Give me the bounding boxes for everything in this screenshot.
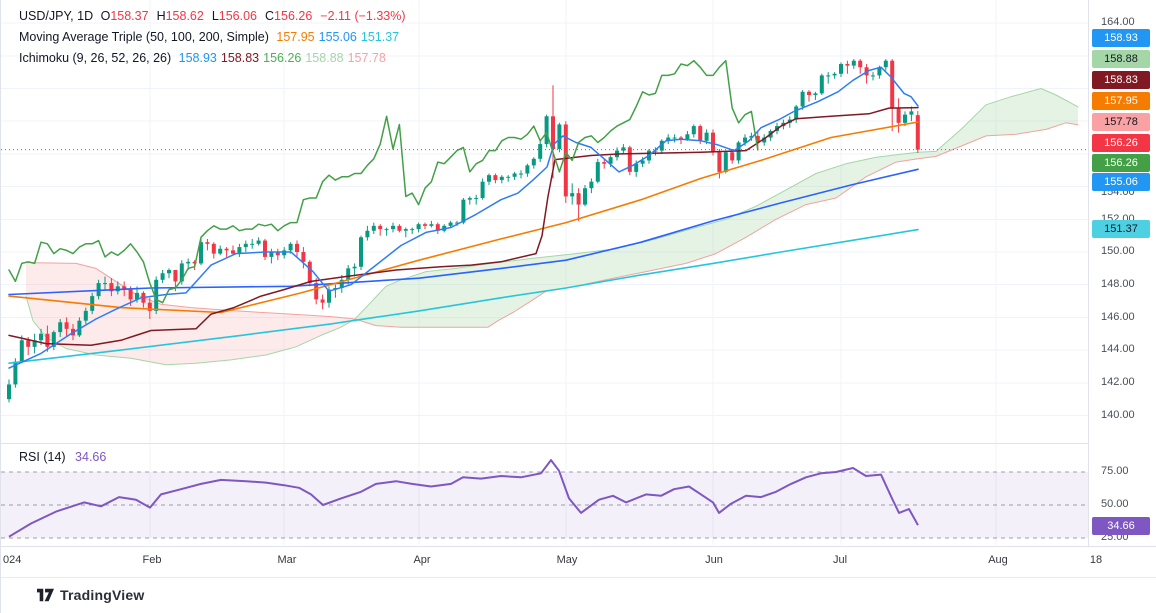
chart-canvas[interactable] <box>1 0 1088 577</box>
ma-value: 157.95 <box>276 30 315 44</box>
tradingview-logo[interactable]: TradingView <box>37 587 144 603</box>
price-badge: 156.26 <box>1092 154 1150 172</box>
ichimoku-cloud-green <box>355 88 1078 328</box>
rsi-value: 34.66 <box>75 450 107 464</box>
price-badge: 156.26 <box>1092 134 1150 152</box>
ohlc-values: O158.37 H158.62 L156.06 C156.26 −2.11 (−1.33… <box>101 9 414 23</box>
time-axis-label: 024 <box>3 554 22 566</box>
price-badge: 158.93 <box>1092 29 1150 47</box>
ichimoku-indicator-label: Ichimoku (9, 26, 52, 26, 26) <box>19 51 172 65</box>
price-axis[interactable]: 164.00 154.00 152.00 150.00 148.00 146.00 144.… <box>1088 0 1156 577</box>
legend-ma-row[interactable]: Moving Average Triple (50, 100, 200, Sim… <box>19 27 418 48</box>
ichimoku-cloud-pink <box>26 262 355 365</box>
price-axis-label: 146.00 <box>1101 311 1135 323</box>
price-badge: 34.66 <box>1092 517 1150 535</box>
chikou-line <box>8 59 759 304</box>
tenkan-line <box>8 66 919 369</box>
ohlc-item: L156.06 <box>211 9 258 23</box>
ichimoku-value: 158.93 <box>178 51 217 65</box>
candles <box>7 59 920 403</box>
ma-value: 151.37 <box>360 30 400 44</box>
price-badge: 158.83 <box>1092 71 1150 89</box>
ma-indicator-label: Moving Average Triple (50, 100, 200, Sim… <box>19 30 269 44</box>
chart-panes[interactable] <box>1 0 1088 577</box>
rsi-pane[interactable] <box>1 459 1088 539</box>
legend-symbol-row[interactable]: USD/JPY, 1D O158.37 H158.62 L156.06 C156.26… <box>19 6 418 27</box>
ichimoku-values: 158.93 158.83 156.26 158.88 157.78 <box>179 51 390 65</box>
ichimoku-value: 156.26 <box>263 51 302 65</box>
time-axis-label: Mar <box>277 554 297 566</box>
grid <box>1 0 1088 545</box>
ichimoku-value: 158.83 <box>220 51 260 65</box>
ohlc-item: C156.26 <box>265 9 313 23</box>
sma-100-line <box>8 168 919 296</box>
tradingview-logo-icon <box>37 588 54 602</box>
price-badge: 157.95 <box>1092 92 1150 110</box>
price-axis-label: 148.00 <box>1101 278 1135 290</box>
sma-50-line <box>8 121 919 314</box>
price-axis-label: 75.00 <box>1101 465 1129 477</box>
footer-bar: TradingView <box>1 577 1156 613</box>
price-badge: 155.06 <box>1092 173 1150 191</box>
time-axis-label: Aug <box>988 554 1008 566</box>
rsi-legend-row[interactable]: RSI (14) 34.66 <box>19 450 106 464</box>
ohlc-item: O158.37 <box>100 9 149 23</box>
kijun-line <box>8 106 919 346</box>
ohlc-item: H158.62 <box>156 9 204 23</box>
tradingview-logo-text: TradingView <box>60 587 145 603</box>
time-axis[interactable]: 024 Feb Mar Apr May Jun Jul Aug 18 <box>1 546 1156 578</box>
legend-ichimoku-row[interactable]: Ichimoku (9, 26, 52, 26, 26) 158.93 158.8… <box>19 48 418 69</box>
ohlc-item: −2.11 (−1.33%) <box>320 9 406 23</box>
time-axis-label: Feb <box>142 554 162 566</box>
price-axis-label: 150.00 <box>1101 245 1135 257</box>
price-axis-label: 142.00 <box>1101 376 1135 388</box>
rsi-indicator-label: RSI (14) <box>19 450 66 464</box>
price-badge: 157.78 <box>1092 113 1150 131</box>
price-axis-label: 164.00 <box>1101 16 1135 28</box>
pane-divider[interactable] <box>1 443 1088 444</box>
time-axis-label: Apr <box>413 554 431 566</box>
price-axis-label: 144.00 <box>1101 343 1135 355</box>
sma-200-line <box>8 228 919 365</box>
price-pane[interactable] <box>1 59 1088 403</box>
time-axis-label: Jul <box>832 554 848 566</box>
ma-value: 155.06 <box>318 30 357 44</box>
ma-values: 157.95 155.06 151.37 <box>276 30 403 44</box>
time-axis-label: May <box>556 554 578 566</box>
price-axis-label: 140.00 <box>1101 409 1135 421</box>
ichimoku-value: 157.78 <box>347 51 386 65</box>
rsi-line <box>8 459 919 538</box>
legend: USD/JPY, 1D O158.37 H158.62 L156.06 C156.26… <box>19 6 418 69</box>
price-badge: 151.37 <box>1092 220 1150 238</box>
price-badge: 158.88 <box>1092 50 1150 68</box>
ichimoku-value: 158.88 <box>305 51 344 65</box>
symbol-title: USD/JPY, 1D <box>19 9 94 23</box>
time-axis-label: 18 <box>1089 554 1103 566</box>
time-axis-label: Jun <box>705 554 723 566</box>
price-axis-label: 50.00 <box>1101 498 1129 510</box>
